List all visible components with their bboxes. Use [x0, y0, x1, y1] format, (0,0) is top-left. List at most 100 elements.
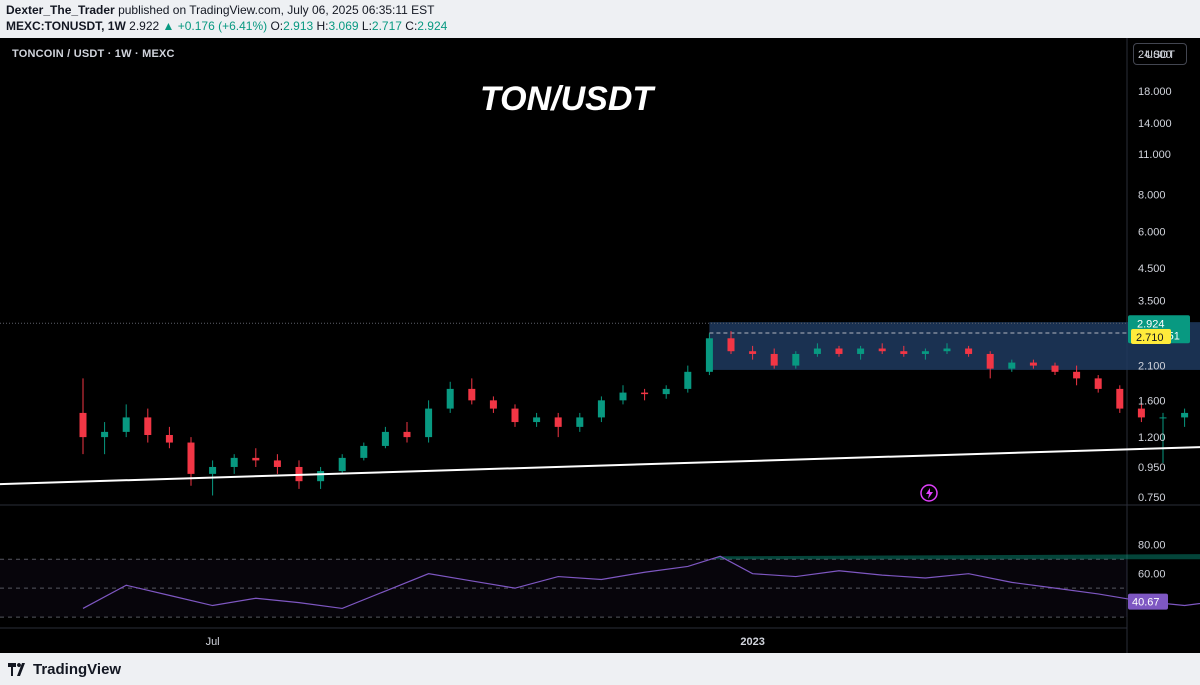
support-trendline — [0, 446, 1200, 486]
candle-body — [554, 417, 562, 427]
candle-body — [943, 348, 951, 352]
low-label: L: — [361, 19, 372, 33]
close-value: 2.924 — [417, 19, 448, 33]
publish-line: Dexter_The_Trader published on TradingVi… — [6, 3, 435, 17]
close-label: C: — [405, 19, 418, 33]
open-label: O: — [270, 19, 284, 33]
last-price: 2.922 — [129, 19, 160, 33]
candle-body — [597, 400, 605, 418]
rsi-overbought-fill — [714, 554, 1200, 560]
candle-body — [360, 445, 368, 458]
open-value: 2.913 — [283, 19, 314, 33]
candle-body — [1051, 365, 1059, 372]
tradingview-logo-icon — [8, 663, 25, 676]
candle-body — [165, 434, 173, 443]
publish-header: Dexter_The_Trader published on TradingVi… — [0, 0, 1200, 38]
chart-area[interactable]: Strong Accumulation Range24.00018.00014.… — [0, 38, 1200, 653]
candle-body — [187, 442, 195, 474]
candle-body — [770, 353, 778, 366]
candle-body — [878, 348, 886, 352]
candle-body — [1116, 388, 1124, 409]
current-price-value: 2.924 — [1137, 318, 1165, 330]
price-tick-label: 0.950 — [1138, 462, 1166, 474]
price-tick-label: 6.000 — [1138, 226, 1166, 238]
currency-button[interactable]: USDT — [1133, 43, 1187, 65]
chart-big-title: TON/USDT — [480, 80, 654, 118]
candle-body — [705, 338, 713, 372]
candle-body — [1094, 378, 1102, 389]
candle-body — [986, 353, 994, 369]
candle-body — [381, 431, 389, 446]
high-value: 3.069 — [328, 19, 359, 33]
candle-body — [252, 457, 260, 461]
time-tick-label: 2023 — [740, 636, 764, 648]
candle-body — [1073, 371, 1081, 379]
chart-symbol-title: TONCOIN / USDT · 1W · MEXC — [12, 48, 175, 60]
rsi-value-badge — [1128, 593, 1168, 610]
rsi-value: 40.67 — [1132, 597, 1160, 609]
flash-icon — [920, 484, 938, 502]
symbol-interval: MEXC:TONUSDT, 1W — [6, 19, 126, 33]
candle-body — [1137, 408, 1145, 418]
candle-body — [101, 431, 109, 438]
author-name[interactable]: Dexter_The_Trader — [6, 3, 115, 17]
candle-body — [511, 408, 519, 423]
price-tick-label: 2.100 — [1138, 361, 1166, 373]
low-value: 2.717 — [371, 19, 402, 33]
price-tick-label: 8.000 — [1138, 190, 1166, 202]
candle-body — [684, 371, 692, 389]
candle-body — [965, 348, 973, 354]
candle-body — [813, 348, 821, 354]
candle-body — [489, 400, 497, 409]
level-badge-value: 2.710 — [1136, 332, 1164, 344]
candle-body — [446, 388, 454, 409]
candle-body — [619, 392, 627, 401]
rsi-tick-label: 80.00 — [1138, 540, 1166, 552]
candle-body — [835, 348, 843, 354]
price-tick-label: 0.750 — [1138, 492, 1166, 504]
chart-canvas[interactable]: Strong Accumulation Range24.00018.00014.… — [0, 38, 1200, 653]
candle-body — [317, 471, 325, 482]
flash-bolt-icon — [926, 488, 933, 499]
price-tick-label: 1.200 — [1138, 432, 1166, 444]
candle-body — [230, 457, 238, 467]
candle-body — [857, 348, 865, 354]
price-tick-label: 4.500 — [1138, 263, 1166, 275]
high-label: H: — [316, 19, 329, 33]
candle-body — [273, 460, 281, 467]
candle-body — [662, 388, 670, 395]
candle-body — [468, 388, 476, 401]
candle-body — [403, 431, 411, 438]
price-tick-label: 18.000 — [1138, 86, 1172, 98]
candle-body — [1181, 412, 1189, 418]
price-tick-label: 1.600 — [1138, 395, 1166, 407]
price-tick-label: 3.500 — [1138, 295, 1166, 307]
candle-body — [122, 417, 130, 432]
candle-body — [641, 392, 649, 395]
tradingview-logo[interactable]: TradingView — [8, 661, 121, 678]
rsi-line — [82, 555, 1200, 610]
accumulation-zone — [709, 322, 1200, 370]
price-tick-label: 11.000 — [1138, 149, 1171, 161]
candle-body — [338, 457, 346, 472]
level-badge — [1131, 328, 1171, 344]
publish-info: published on TradingView.com, July 06, 2… — [118, 3, 435, 17]
candle-body — [144, 417, 152, 435]
candle-body — [900, 351, 908, 354]
rsi-tick-label: 60.00 — [1138, 569, 1166, 581]
candle-body — [576, 417, 584, 427]
candle-body — [1029, 362, 1037, 366]
candle-body — [749, 351, 757, 354]
candle-body — [79, 412, 87, 438]
candle-body — [921, 351, 929, 354]
candle-body — [1159, 417, 1167, 419]
tradingview-brand: TradingView — [33, 661, 122, 678]
time-tick-label: Jul — [206, 636, 220, 648]
candle-body — [1008, 362, 1016, 369]
price-tick-label: 14.000 — [1138, 118, 1172, 130]
footer: TradingView — [0, 653, 1200, 685]
candle-body — [727, 338, 735, 352]
price-tick-label: 24.000 — [1138, 49, 1172, 61]
ohlc-line: MEXC:TONUSDT, 1W 2.922 ▲ +0.176 (+6.41%)… — [6, 19, 447, 33]
candle-body — [792, 353, 800, 366]
